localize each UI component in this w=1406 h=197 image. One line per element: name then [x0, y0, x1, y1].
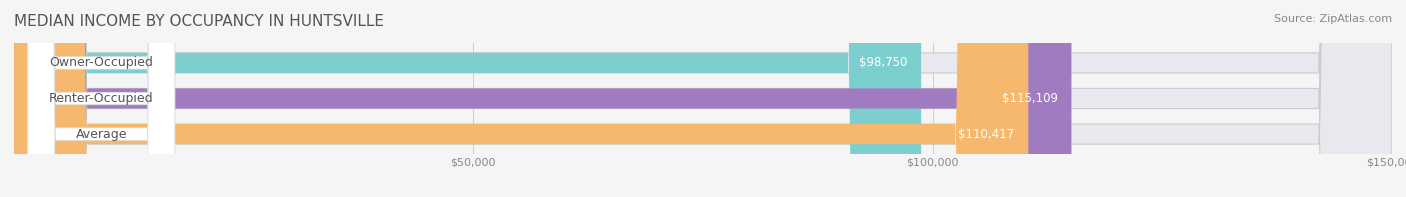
FancyBboxPatch shape [14, 0, 1392, 197]
FancyBboxPatch shape [14, 0, 1392, 197]
FancyBboxPatch shape [28, 0, 174, 197]
FancyBboxPatch shape [14, 0, 1392, 197]
Text: MEDIAN INCOME BY OCCUPANCY IN HUNTSVILLE: MEDIAN INCOME BY OCCUPANCY IN HUNTSVILLE [14, 14, 384, 29]
Text: Renter-Occupied: Renter-Occupied [49, 92, 153, 105]
Text: $98,750: $98,750 [859, 56, 907, 69]
Text: $110,417: $110,417 [959, 128, 1015, 141]
FancyBboxPatch shape [28, 0, 174, 197]
FancyBboxPatch shape [14, 0, 921, 197]
Text: Average: Average [76, 128, 127, 141]
FancyBboxPatch shape [14, 0, 1028, 197]
Text: Source: ZipAtlas.com: Source: ZipAtlas.com [1274, 14, 1392, 24]
FancyBboxPatch shape [14, 0, 1071, 197]
Text: Owner-Occupied: Owner-Occupied [49, 56, 153, 69]
Text: $115,109: $115,109 [1001, 92, 1057, 105]
FancyBboxPatch shape [28, 0, 174, 197]
